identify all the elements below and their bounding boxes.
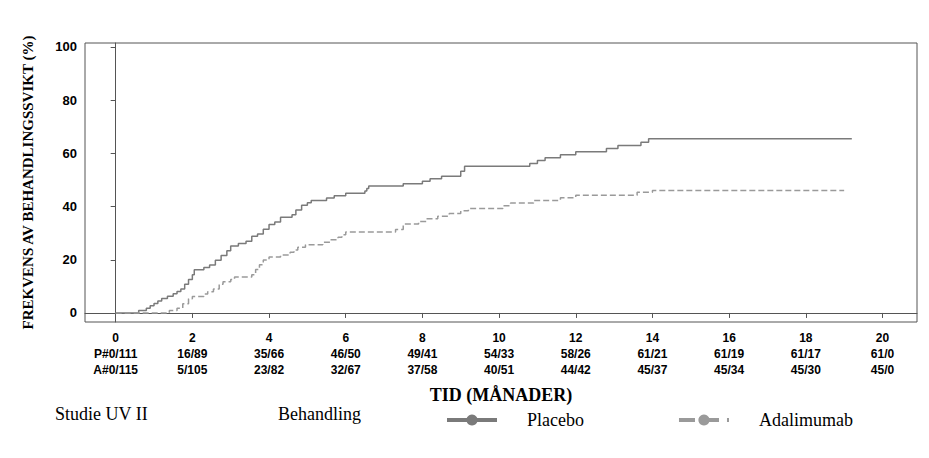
svg-text:37/58: 37/58 bbox=[407, 363, 437, 377]
svg-text:16: 16 bbox=[722, 331, 736, 345]
svg-text:8: 8 bbox=[419, 331, 426, 345]
svg-text:0: 0 bbox=[112, 331, 119, 345]
svg-text:20: 20 bbox=[876, 331, 890, 345]
svg-text:16/89: 16/89 bbox=[177, 347, 207, 361]
svg-text:61/17: 61/17 bbox=[791, 347, 821, 361]
svg-text:100: 100 bbox=[55, 39, 77, 54]
svg-text:61/21: 61/21 bbox=[637, 347, 667, 361]
svg-text:45/37: 45/37 bbox=[637, 363, 667, 377]
svg-text:Adalimumab: Adalimumab bbox=[759, 410, 853, 430]
svg-text:0: 0 bbox=[70, 305, 77, 320]
svg-text:20: 20 bbox=[63, 252, 77, 267]
svg-text:80: 80 bbox=[63, 93, 77, 108]
svg-text:61/19: 61/19 bbox=[714, 347, 744, 361]
svg-text:45/0: 45/0 bbox=[871, 363, 895, 377]
svg-text:2: 2 bbox=[189, 331, 196, 345]
svg-text:Studie UV II: Studie UV II bbox=[55, 404, 148, 424]
svg-text:61/0: 61/0 bbox=[871, 347, 895, 361]
svg-text:40/51: 40/51 bbox=[484, 363, 514, 377]
svg-text:45/30: 45/30 bbox=[791, 363, 821, 377]
svg-text:4: 4 bbox=[266, 331, 273, 345]
svg-text:23/82: 23/82 bbox=[254, 363, 284, 377]
svg-text:45/34: 45/34 bbox=[714, 363, 744, 377]
svg-text:35/66: 35/66 bbox=[254, 347, 284, 361]
svg-text:FREKVENS AV BEHANDLINGSSVIKT (: FREKVENS AV BEHANDLINGSSVIKT (%) bbox=[20, 36, 37, 330]
svg-text:TID (MÅNADER): TID (MÅNADER) bbox=[430, 385, 573, 406]
svg-text:18: 18 bbox=[799, 331, 813, 345]
svg-text:32/67: 32/67 bbox=[331, 363, 361, 377]
svg-text:58/26: 58/26 bbox=[561, 347, 591, 361]
svg-text:Placebo: Placebo bbox=[527, 410, 584, 430]
svg-text:Behandling: Behandling bbox=[278, 404, 361, 424]
svg-text:6: 6 bbox=[342, 331, 349, 345]
svg-text:54/33: 54/33 bbox=[484, 347, 514, 361]
svg-text:44/42: 44/42 bbox=[561, 363, 591, 377]
svg-text:P#0/111: P#0/111 bbox=[94, 347, 138, 361]
svg-text:46/50: 46/50 bbox=[331, 347, 361, 361]
svg-text:10: 10 bbox=[492, 331, 506, 345]
svg-text:49/41: 49/41 bbox=[407, 347, 437, 361]
svg-text:14: 14 bbox=[646, 331, 660, 345]
svg-text:60: 60 bbox=[63, 146, 77, 161]
svg-text:40: 40 bbox=[63, 199, 77, 214]
svg-text:5/105: 5/105 bbox=[177, 363, 207, 377]
svg-text:12: 12 bbox=[569, 331, 583, 345]
svg-text:A#0/115: A#0/115 bbox=[93, 363, 138, 377]
